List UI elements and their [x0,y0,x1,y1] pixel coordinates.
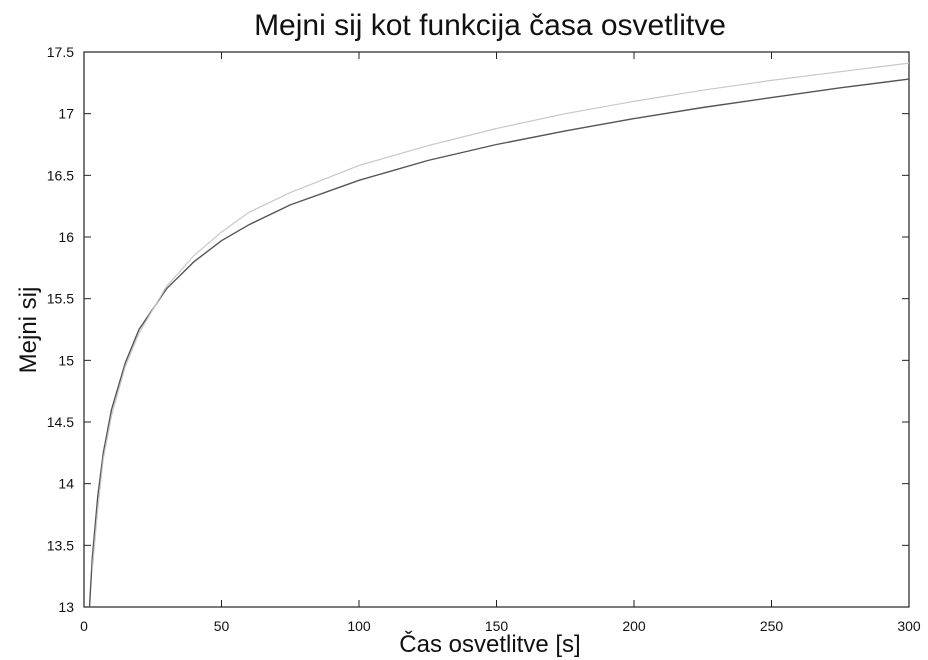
x-tick-label: 200 [622,618,646,634]
y-tick-label: 13 [58,599,74,615]
x-tick-label: 150 [485,618,509,634]
plot-area-frame [83,51,910,608]
y-tick-label: 17 [58,106,74,122]
y-tick-label: 15.5 [47,291,74,307]
y-axis-label: Mejni sij [15,287,42,374]
x-tick-label: 50 [214,618,230,634]
series-line-2 [91,62,910,571]
x-tick-label: 300 [897,618,921,634]
y-tick-label: 17.5 [47,44,74,60]
chart-title: Mejni sij kot funkcija časa osvetlitve [254,9,726,42]
y-tick-label: 14 [58,476,74,492]
y-tick-label: 16 [58,229,74,245]
x-axis-label: Čas osvetlitve [s] [399,630,580,658]
y-tick-label: 15 [58,352,74,368]
x-axis-ticks: 0 50 100 150 200 250 300 [80,52,921,634]
y-tick-label: 13.5 [47,537,74,553]
x-tick-label: 250 [760,618,784,634]
y-tick-label: 14.5 [47,414,74,430]
y-tick-label: 16.5 [47,167,74,183]
y-axis-ticks: 13 13.5 14 14.5 15 15.5 16 16.5 17 17.5 [47,44,909,615]
series-layer [88,62,910,608]
series-line-1 [88,78,910,608]
x-tick-label: 100 [347,618,371,634]
x-tick-label: 0 [80,618,88,634]
